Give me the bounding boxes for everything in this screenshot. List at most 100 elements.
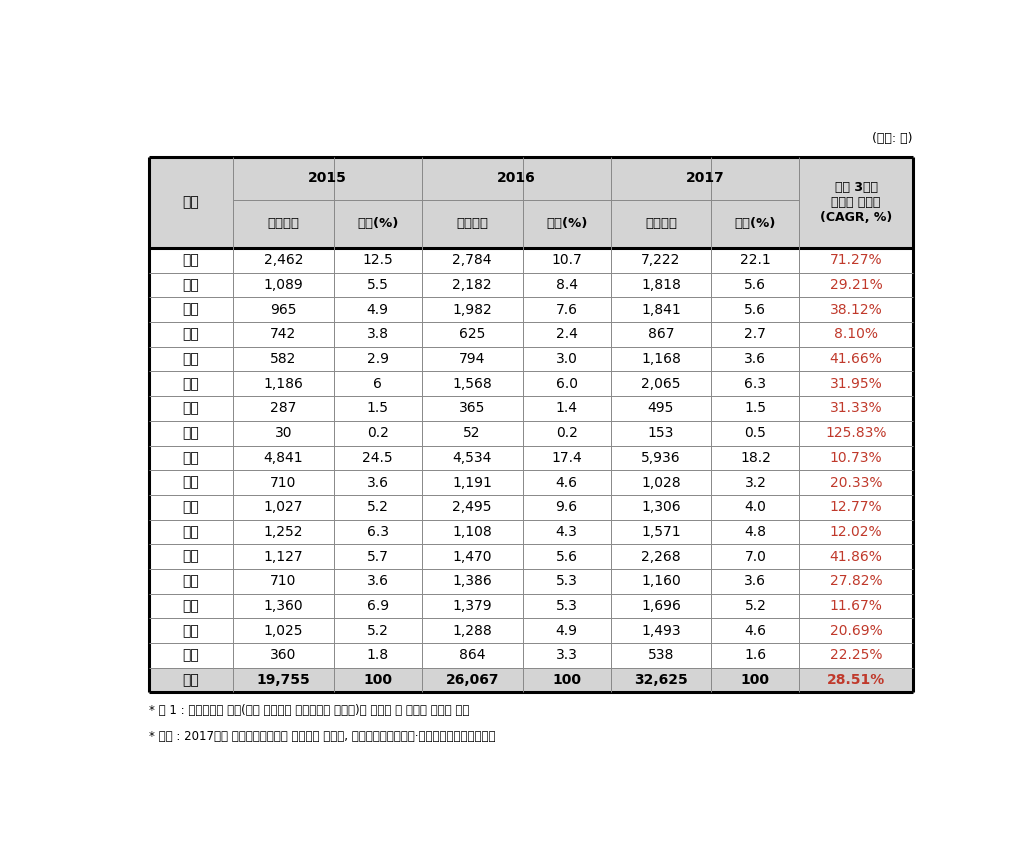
Text: 12.02%: 12.02% bbox=[830, 525, 882, 539]
Bar bbox=[611, 619, 711, 643]
Bar bbox=[800, 519, 913, 544]
Bar bbox=[711, 643, 800, 668]
Bar bbox=[333, 346, 422, 372]
Text: 5.3: 5.3 bbox=[555, 599, 578, 613]
Bar bbox=[333, 297, 422, 322]
Text: 71.27%: 71.27% bbox=[830, 253, 882, 267]
Bar bbox=[233, 248, 333, 273]
Bar bbox=[422, 248, 522, 273]
Bar bbox=[611, 200, 711, 248]
Bar bbox=[422, 346, 522, 372]
Text: 19,755: 19,755 bbox=[256, 673, 311, 687]
Text: 1,386: 1,386 bbox=[452, 575, 492, 588]
Text: 1,306: 1,306 bbox=[641, 500, 681, 514]
Text: 12.5: 12.5 bbox=[362, 253, 393, 267]
Bar bbox=[800, 421, 913, 446]
Bar bbox=[800, 273, 913, 297]
Text: 비중(%): 비중(%) bbox=[357, 218, 398, 231]
Text: 4.3: 4.3 bbox=[555, 525, 578, 539]
Text: 사업화수: 사업화수 bbox=[645, 218, 677, 231]
Text: 10.7: 10.7 bbox=[551, 253, 582, 267]
Text: 864: 864 bbox=[459, 648, 485, 663]
Text: 1,186: 1,186 bbox=[263, 377, 303, 391]
Bar bbox=[611, 157, 711, 200]
Bar bbox=[233, 569, 333, 594]
Text: 0.2: 0.2 bbox=[366, 426, 389, 440]
Text: 1,127: 1,127 bbox=[263, 550, 303, 563]
Text: 31.33%: 31.33% bbox=[830, 402, 882, 416]
Bar bbox=[522, 544, 611, 569]
Bar bbox=[800, 495, 913, 519]
Text: 3.2: 3.2 bbox=[744, 475, 767, 490]
Text: 867: 867 bbox=[648, 327, 674, 341]
Text: 1,027: 1,027 bbox=[263, 500, 303, 514]
Text: 1,168: 1,168 bbox=[641, 352, 681, 366]
Bar bbox=[522, 519, 611, 544]
Bar bbox=[611, 495, 711, 519]
Bar bbox=[522, 346, 611, 372]
Text: 6.3: 6.3 bbox=[744, 377, 767, 391]
Text: 1,696: 1,696 bbox=[641, 599, 681, 613]
Text: 360: 360 bbox=[270, 648, 296, 663]
Bar bbox=[149, 248, 233, 273]
Text: 1,025: 1,025 bbox=[263, 624, 303, 638]
Bar bbox=[711, 495, 800, 519]
Bar bbox=[149, 643, 233, 668]
Bar bbox=[233, 594, 333, 619]
Text: 강원: 강원 bbox=[183, 475, 199, 490]
Text: 1.5: 1.5 bbox=[744, 402, 767, 416]
Bar bbox=[711, 668, 800, 692]
Text: 3.0: 3.0 bbox=[555, 352, 578, 366]
Text: 20.33%: 20.33% bbox=[830, 475, 882, 490]
Text: 4,841: 4,841 bbox=[263, 451, 303, 465]
Text: 1,191: 1,191 bbox=[452, 475, 492, 490]
Bar bbox=[333, 619, 422, 643]
Bar bbox=[422, 668, 522, 692]
Text: 20.69%: 20.69% bbox=[830, 624, 882, 638]
Bar bbox=[611, 297, 711, 322]
Text: 100: 100 bbox=[363, 673, 392, 687]
Text: 4.8: 4.8 bbox=[744, 525, 767, 539]
Text: 12.77%: 12.77% bbox=[830, 500, 882, 514]
Text: 5,936: 5,936 bbox=[641, 451, 681, 465]
Bar bbox=[233, 396, 333, 421]
Text: 울산: 울산 bbox=[183, 402, 199, 416]
Text: 비중(%): 비중(%) bbox=[546, 218, 587, 231]
Text: 1,108: 1,108 bbox=[452, 525, 492, 539]
Bar bbox=[422, 643, 522, 668]
Text: 17.4: 17.4 bbox=[551, 451, 582, 465]
Bar bbox=[333, 372, 422, 396]
Text: 3.6: 3.6 bbox=[366, 475, 389, 490]
Text: 4.9: 4.9 bbox=[555, 624, 578, 638]
Bar bbox=[711, 519, 800, 544]
Bar bbox=[711, 273, 800, 297]
Bar bbox=[233, 346, 333, 372]
Text: 대전: 대전 bbox=[183, 377, 199, 391]
Text: 710: 710 bbox=[270, 475, 296, 490]
Text: 6.9: 6.9 bbox=[366, 599, 389, 613]
Text: 2.4: 2.4 bbox=[555, 327, 578, 341]
Text: 41.86%: 41.86% bbox=[830, 550, 882, 563]
Bar bbox=[422, 421, 522, 446]
Bar bbox=[711, 248, 800, 273]
Text: 41.66%: 41.66% bbox=[830, 352, 882, 366]
Text: 5.2: 5.2 bbox=[366, 500, 389, 514]
Bar bbox=[800, 297, 913, 322]
Bar bbox=[611, 322, 711, 346]
Bar bbox=[333, 495, 422, 519]
Bar bbox=[422, 273, 522, 297]
Bar bbox=[333, 446, 422, 470]
Bar bbox=[422, 372, 522, 396]
Text: 3.8: 3.8 bbox=[366, 327, 389, 341]
Bar bbox=[149, 544, 233, 569]
Bar bbox=[422, 544, 522, 569]
Bar bbox=[233, 157, 333, 200]
Bar bbox=[800, 322, 913, 346]
Bar bbox=[233, 372, 333, 396]
Text: 2.9: 2.9 bbox=[366, 352, 389, 366]
Text: 1,288: 1,288 bbox=[452, 624, 492, 638]
Bar bbox=[149, 446, 233, 470]
Bar bbox=[422, 322, 522, 346]
Text: 7.0: 7.0 bbox=[744, 550, 767, 563]
Bar bbox=[333, 668, 422, 692]
